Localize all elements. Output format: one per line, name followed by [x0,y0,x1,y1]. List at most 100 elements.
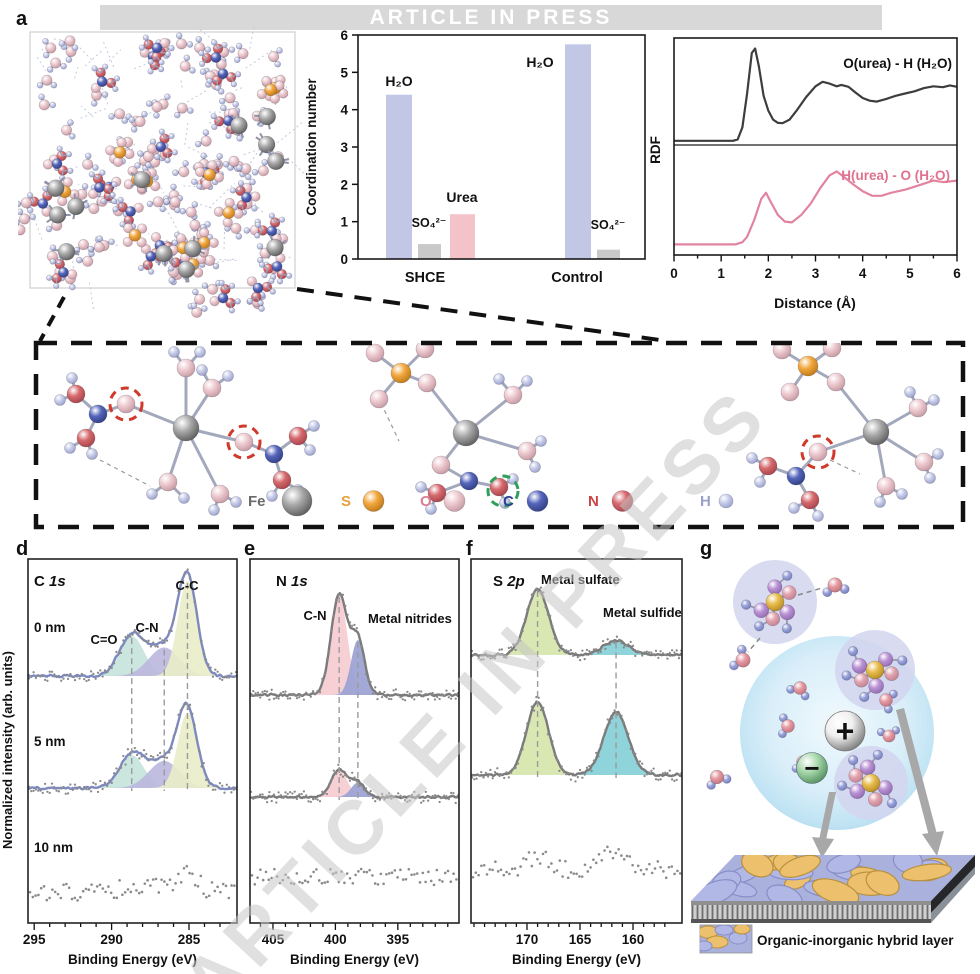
data-point [516,641,520,644]
c-atom [96,76,108,88]
data-point [639,868,643,872]
data-point [256,876,259,879]
o-atom [175,38,187,50]
data-point [138,757,141,760]
data-point [80,672,84,676]
data-point [369,790,372,793]
data-point [193,883,197,887]
data-point [427,870,430,874]
y-tick-label: 0 [340,252,348,267]
h-atom [212,262,220,270]
h-atom [529,461,541,473]
data-point [168,751,171,754]
sulfate-urea-cluster [841,646,908,703]
h-atom [254,232,261,239]
data-point [53,785,56,789]
h-atom [36,81,44,89]
data-point [216,785,219,788]
c-atom [58,266,69,278]
data-point [85,788,88,791]
data-point [121,893,124,897]
h-atom [232,100,240,108]
data-point [207,663,210,666]
data-point [599,743,602,746]
snapshot-atoms [18,26,310,318]
data-point [28,890,32,894]
h-atom [168,265,175,272]
data-point [303,879,307,883]
data-point [165,639,169,642]
data-point [227,676,231,679]
s-atom [113,145,127,159]
depth-label: 0 nm [34,620,66,635]
y-axis-title: RDF [650,136,663,164]
data-point [353,623,356,627]
data-point [103,781,107,784]
data-point [312,870,315,874]
data-point [357,870,360,873]
data-point [505,771,508,774]
h-atom [112,85,119,93]
data-point [420,801,423,804]
data-point [221,784,224,787]
data-point [223,675,226,679]
data-point [657,778,660,781]
o-atom [781,719,795,733]
data-point [43,678,47,682]
data-point [191,872,194,876]
data-point [406,690,409,694]
data-point [484,771,487,775]
atom-legend-sphere [443,490,466,512]
h-atom [189,67,196,74]
data-point [131,633,134,636]
data-point [344,604,347,608]
data-point [185,864,189,868]
data-point [496,653,499,656]
data-point [575,872,578,876]
data-point [103,669,107,672]
o-atom [503,385,523,405]
data-point [364,787,368,790]
data-point [523,731,527,735]
data-point [293,694,296,697]
data-point [170,747,173,750]
h-atom [706,780,716,790]
data-point [265,800,269,804]
data-point [318,691,322,694]
o-atom [417,373,437,393]
x-tick-label: 165 [569,932,592,947]
data-point [30,789,33,793]
data-point [270,799,273,803]
h-atom [928,394,940,406]
data-point [275,875,279,878]
h-atom [235,71,242,78]
data-point [184,703,187,706]
bar-Urea [450,214,475,259]
data-point [507,646,510,650]
o-atom [82,158,94,170]
data-point [426,698,430,701]
data-point [522,857,525,860]
data-point [69,672,72,676]
h-atom [196,364,208,376]
data-point [108,779,111,782]
data-point [250,874,254,877]
data-point [210,881,214,884]
data-point [533,851,536,854]
h-atom [99,169,106,176]
data-point [351,624,354,627]
data-point [316,798,319,801]
data-point [519,750,522,753]
coordination-structures-panel: Fe S O C N H [54,343,944,522]
h-atom [170,183,177,191]
data-point [188,871,191,875]
fe-atom [48,206,67,224]
data-point [219,890,222,894]
satellite-atom [837,780,848,791]
data-point [233,884,236,887]
h-atom [153,112,160,119]
data-point [267,878,271,882]
data-point [288,790,292,794]
md-simulation-snapshot [18,26,310,318]
data-point [337,880,341,884]
